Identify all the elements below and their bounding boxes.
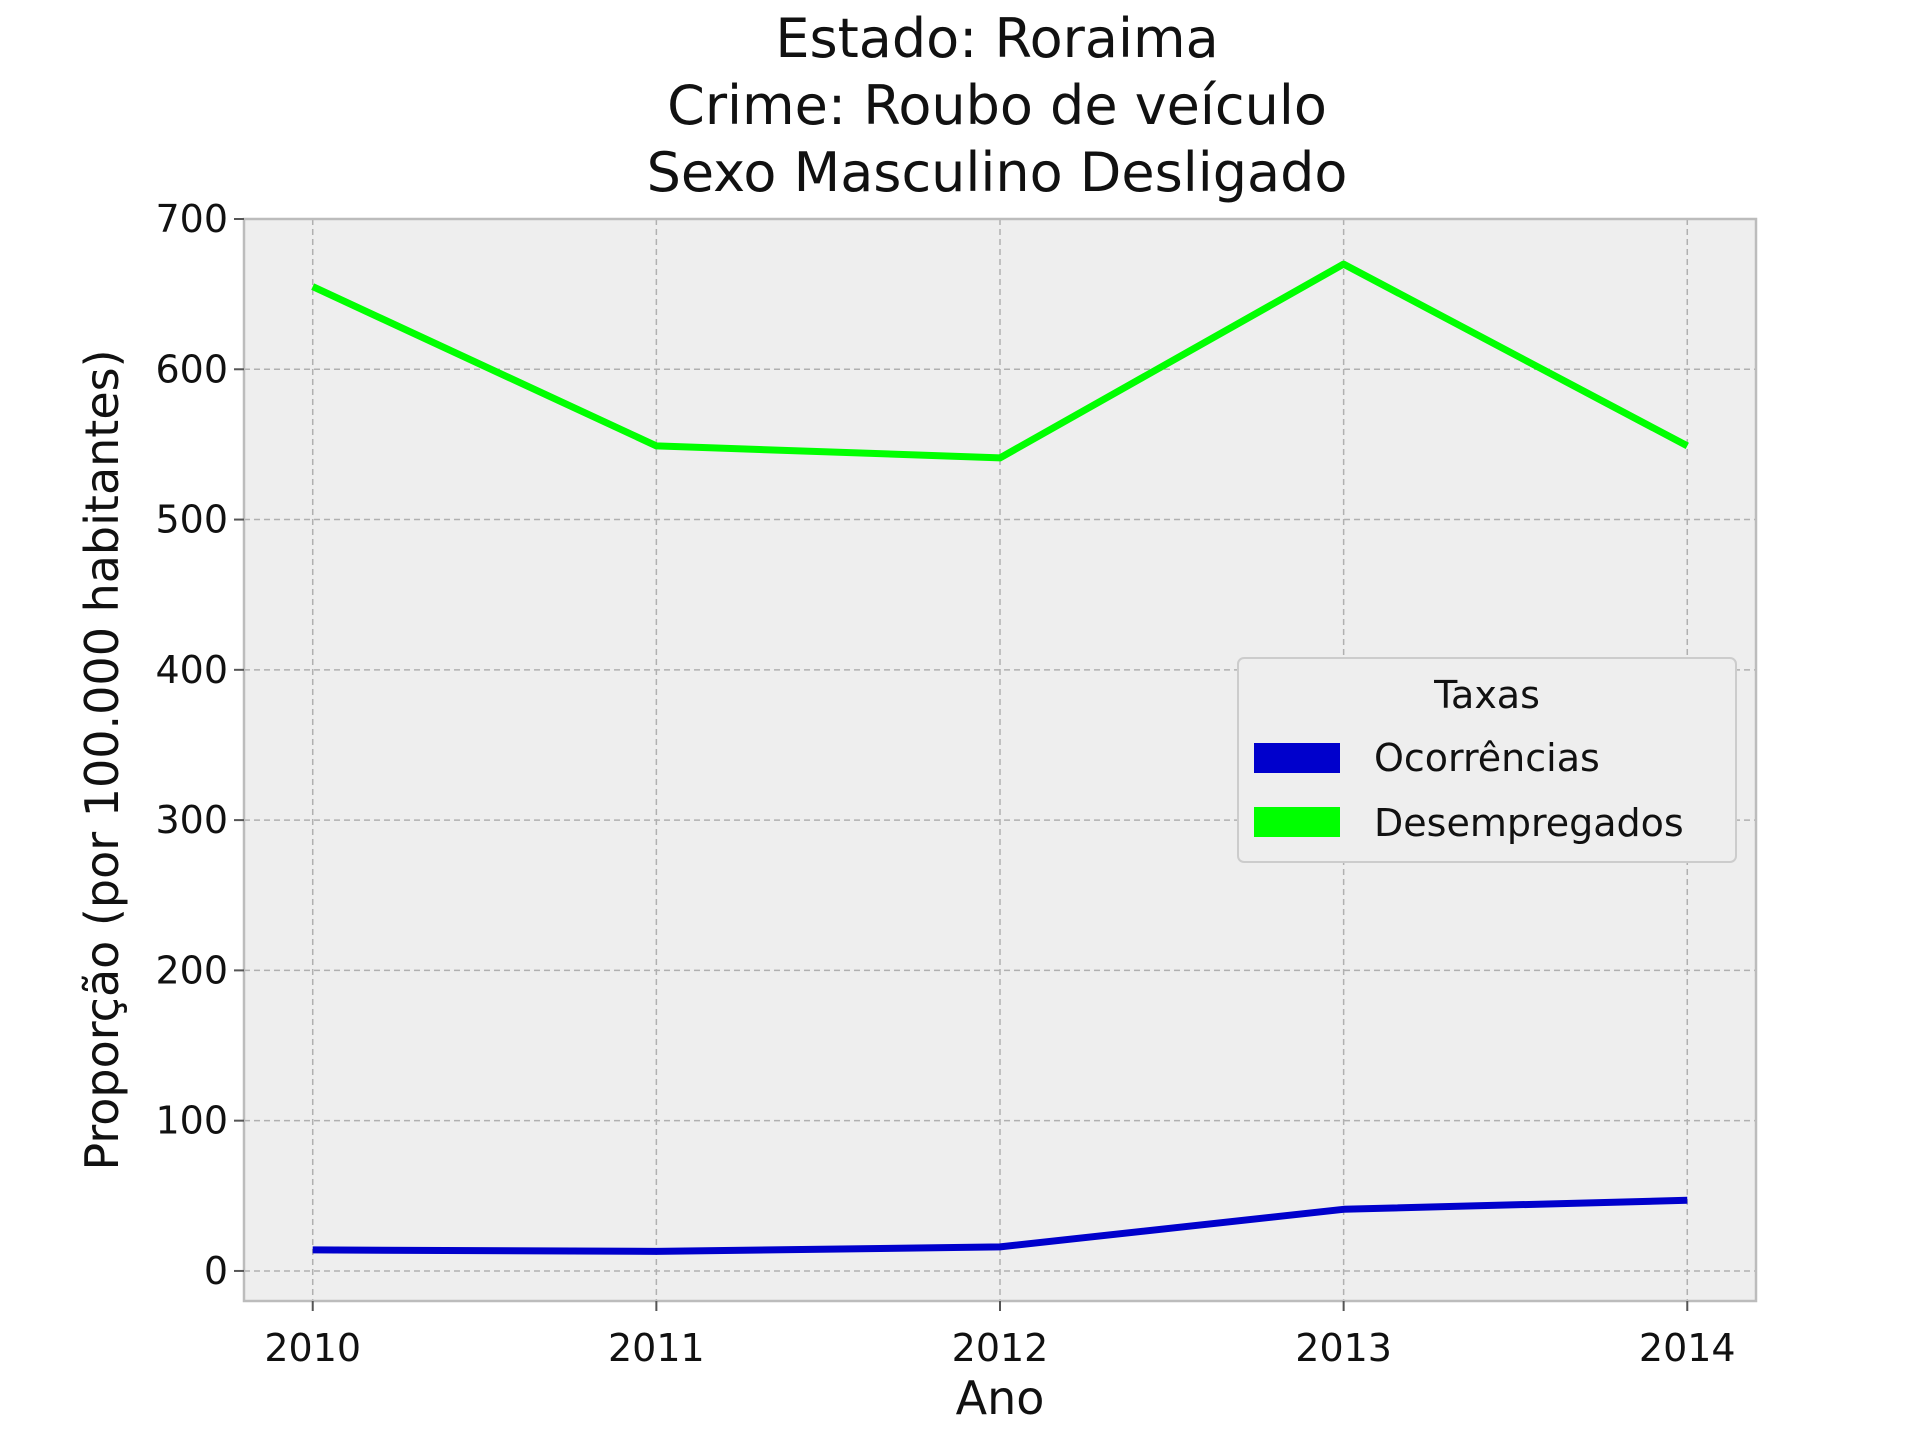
legend: Taxas Ocorrências Desempregados bbox=[1237, 657, 1737, 863]
x-axis-label: Ano bbox=[956, 1371, 1045, 1425]
y-tick-label: 0 bbox=[204, 1249, 228, 1293]
chart-title: Estado: Roraima Crime: Roubo de veículo … bbox=[647, 7, 1348, 204]
y-tick-label: 100 bbox=[155, 1099, 228, 1143]
legend-title: Taxas bbox=[1433, 673, 1540, 717]
x-tick-label: 2012 bbox=[952, 1326, 1049, 1370]
y-tick-label: 500 bbox=[155, 498, 228, 542]
y-tick-label: 200 bbox=[155, 948, 228, 992]
x-tick-label: 2013 bbox=[1295, 1326, 1392, 1370]
x-tick-label: 2014 bbox=[1639, 1326, 1736, 1370]
legend-swatch-ocorrencias bbox=[1254, 743, 1340, 773]
x-tick-label: 2011 bbox=[608, 1326, 705, 1370]
series-layer bbox=[311, 260, 1689, 1255]
title-line-3: Sexo Masculino Desligado bbox=[647, 141, 1348, 204]
y-tick-label: 700 bbox=[155, 197, 228, 241]
title-line-1: Estado: Roraima bbox=[775, 7, 1218, 70]
title-line-2: Crime: Roubo de veículo bbox=[667, 74, 1327, 137]
y-axis-label: Proporção (por 100.000 habitantes) bbox=[75, 349, 129, 1170]
y-tick-label: 600 bbox=[155, 347, 228, 391]
y-tick-label: 300 bbox=[155, 798, 228, 842]
y-tick-label: 400 bbox=[155, 648, 228, 692]
legend-box bbox=[1237, 657, 1737, 863]
legend-swatch-desempregados bbox=[1254, 807, 1340, 837]
ticks: 2010 2011 2012 2013 2014 0 100 200 300 400 500 600 7… bbox=[155, 197, 1735, 1370]
legend-label-ocorrencias: Ocorrências bbox=[1374, 736, 1600, 780]
series-line-1 bbox=[311, 260, 1689, 462]
legend-label-desempregados: Desempregados bbox=[1374, 801, 1684, 845]
x-tick-label: 2010 bbox=[264, 1326, 361, 1370]
series-line-0 bbox=[312, 1196, 1688, 1255]
